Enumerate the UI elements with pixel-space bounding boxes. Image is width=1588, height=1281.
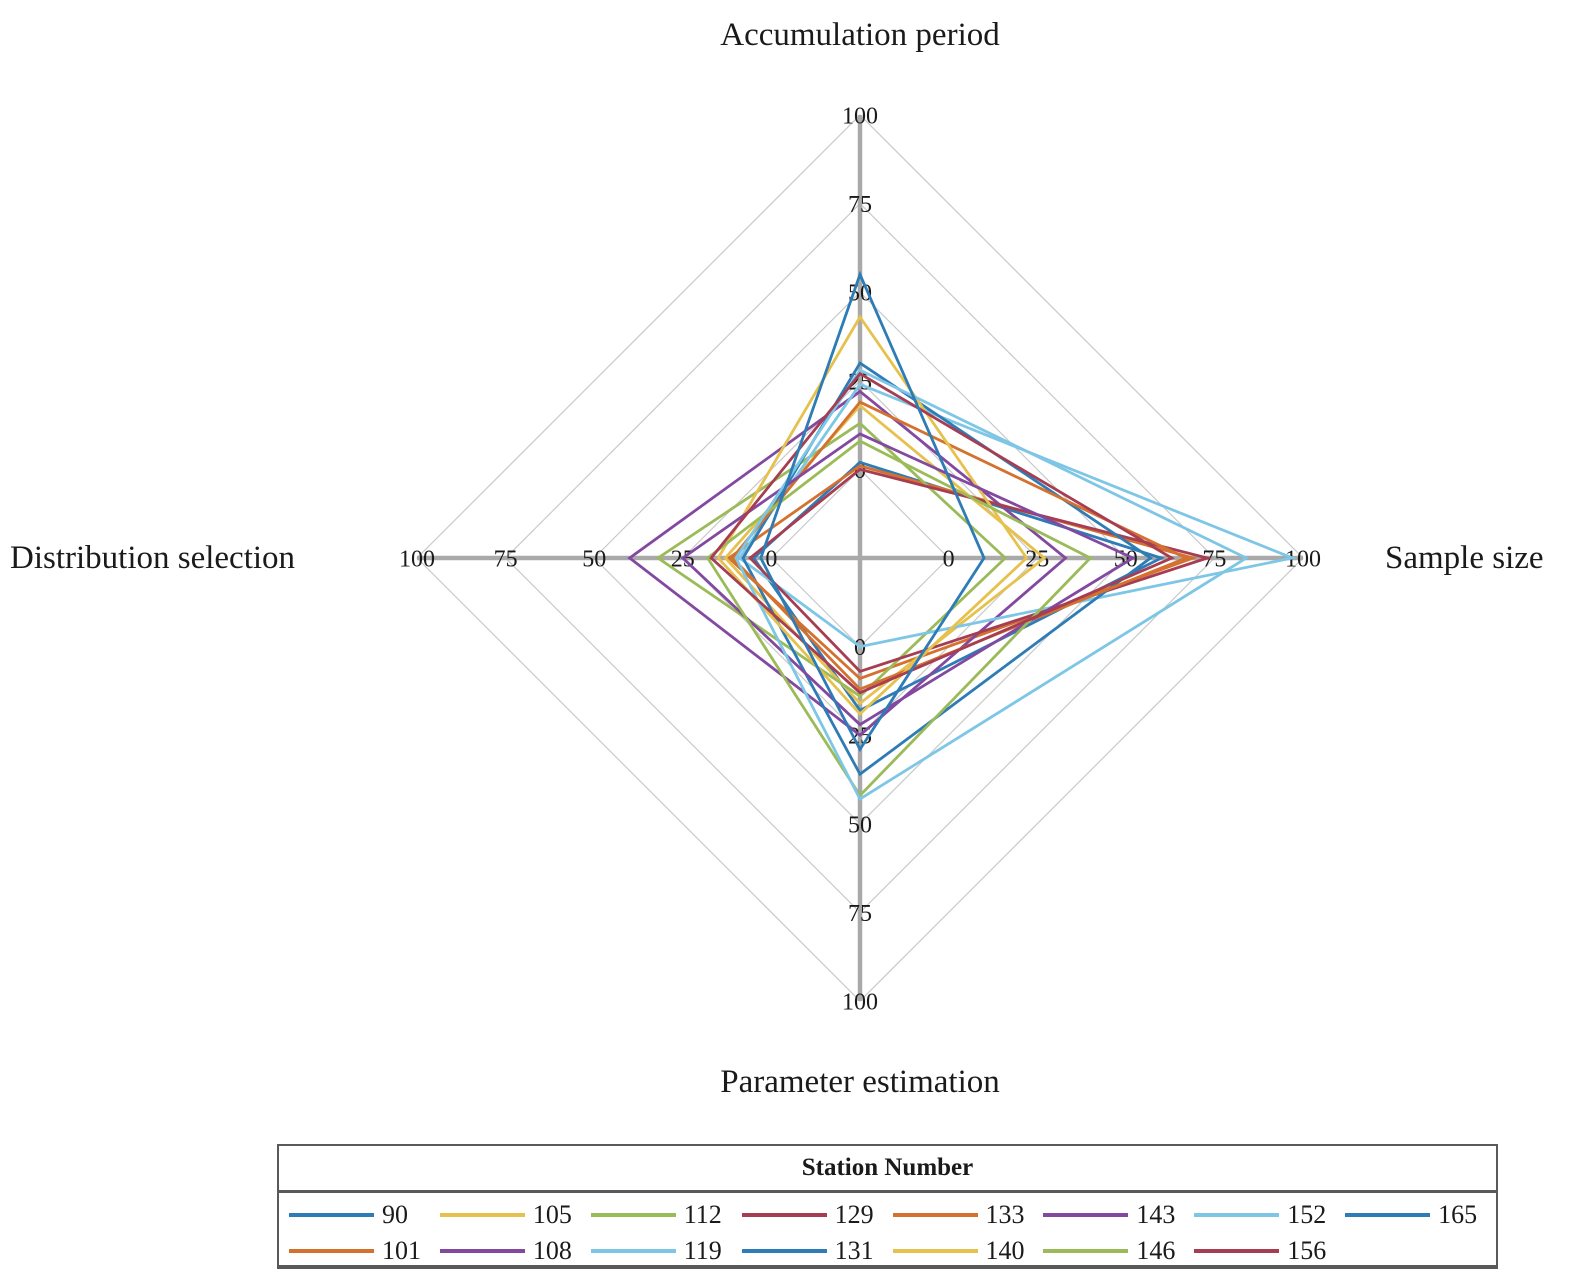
series-112 [655,421,1008,699]
series-152 [734,368,1250,801]
axis-label-parameter-estimation: Parameter estimation [720,1064,1000,1100]
legend-item-105: 105 [439,1197,591,1233]
legend-swatch [1194,1213,1280,1217]
legend-item-label: 105 [532,1200,572,1229]
legend-item-146: 146 [1043,1233,1194,1269]
legend-swatch [1345,1213,1431,1217]
legend-swatch [741,1213,827,1217]
legend-item-165: 165 [1345,1197,1496,1233]
legend-item-label: 90 [382,1200,408,1229]
legend-column: 105 108 [439,1197,591,1269]
axis-label-distribution-selection: Distribution selection [10,540,296,576]
legend-item-label: 165 [1438,1200,1478,1229]
legend-column: 165 [1345,1197,1496,1269]
legend-item-label: 152 [1287,1200,1327,1229]
legend-column: 133 140 [892,1197,1044,1269]
series-143 [680,432,1136,727]
legend-item-label: 133 [985,1200,1025,1229]
tick-label: 100 [842,990,878,1016]
legend-column: 129 131 [741,1197,893,1269]
legend-item-label: 156 [1287,1236,1327,1265]
legend-item-131: 131 [741,1233,893,1269]
legend-column: 143 146 [1043,1197,1194,1269]
legend-swatch [590,1249,676,1253]
tick-label: 75 [848,901,872,927]
legend-item-108: 108 [439,1233,591,1269]
series-129 [748,467,1213,674]
axis-label-accumulation-period: Accumulation period [720,17,1000,53]
legend-item-101: 101 [289,1233,440,1269]
legend-item-90: 90 [289,1197,440,1233]
axis-label-sample-size: Sample size [1385,540,1544,576]
tick-label: 0 [854,635,866,661]
legend-item-label: 108 [532,1236,572,1265]
tick-label: 0 [765,547,777,573]
tick-label: 75 [848,192,872,218]
series-140 [716,314,1029,716]
legend-item-112: 112 [590,1197,742,1233]
tick-label: 100 [842,104,878,130]
legend-item-label: 112 [683,1200,722,1229]
series-156 [709,371,1175,695]
legend-title: Station Number [279,1146,1496,1193]
legend-item-129: 129 [741,1197,893,1233]
legend-item-label: 131 [834,1236,874,1265]
legend-swatch [289,1213,374,1217]
series-108 [627,389,1068,738]
tick-label: 0 [943,547,955,573]
legend-item-label: 146 [1136,1236,1176,1265]
legend-swatch [892,1249,978,1253]
legend-swatch [892,1213,978,1217]
legend-swatch [439,1213,525,1217]
legend-item-label: 140 [985,1236,1025,1265]
tick-label: 50 [848,812,872,838]
legend-item-143: 143 [1043,1197,1194,1233]
legend: Station Number 90 101 105 108 112 119 129 131 13… [277,1144,1498,1269]
legend-swatch [439,1249,525,1253]
legend-item-label: 143 [1136,1200,1176,1229]
legend-item-156: 156 [1194,1233,1345,1269]
tick-label: 100 [399,547,435,573]
legend-column: 152 156 [1194,1197,1345,1269]
legend-item-152: 152 [1194,1197,1345,1233]
legend-item-140: 140 [892,1233,1044,1269]
series-165 [759,270,986,753]
legend-swatch [741,1249,827,1253]
legend-item-133: 133 [892,1197,1044,1233]
legend-swatch [590,1213,676,1217]
tick-label: 75 [494,547,518,573]
legend-swatch [1043,1249,1129,1253]
tick-label: 50 [582,547,606,573]
legend-column: 90 101 [289,1197,440,1269]
legend-swatch [1194,1249,1280,1253]
series-146 [705,439,1093,798]
legend-item-119: 119 [590,1233,742,1269]
legend-item-label: 129 [834,1200,874,1229]
legend-column: 112 119 [590,1197,742,1269]
legend-body: 90 101 105 108 112 119 129 131 133 140 143 146 152 15… [279,1193,1496,1269]
legend-swatch [1043,1213,1129,1217]
legend-item-label: 119 [683,1236,722,1265]
legend-item-label: 101 [382,1236,421,1265]
legend-swatch [289,1249,374,1253]
